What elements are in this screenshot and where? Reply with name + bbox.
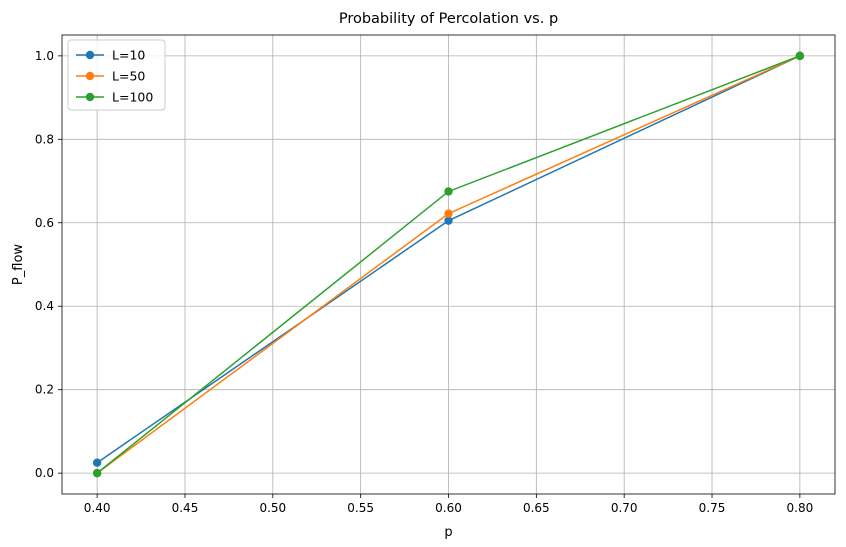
legend-marker — [85, 92, 95, 102]
chart-title: Probability of Percolation vs. p — [339, 11, 558, 27]
y-tick-label: 0.4 — [35, 299, 54, 313]
legend-label: L=10 — [112, 48, 145, 63]
x-tick-label: 0.60 — [435, 501, 462, 515]
x-tick-label: 0.65 — [523, 501, 550, 515]
y-tick-label: 0.2 — [35, 383, 54, 397]
data-point — [444, 187, 453, 196]
data-point — [444, 216, 453, 225]
x-tick-label: 0.80 — [787, 501, 814, 515]
legend-label: L=100 — [112, 90, 153, 105]
x-tick-label: 0.45 — [172, 501, 199, 515]
legend-item: L=50 — [76, 69, 145, 84]
x-axis: 0.40 0.45 0.50 0.55 0.60 0.65 0.70 0.75 0.80 — [84, 494, 813, 515]
legend-item: L=10 — [76, 48, 145, 63]
y-tick-label: 0.8 — [35, 132, 54, 146]
x-tick-label: 0.75 — [699, 501, 726, 515]
data-point — [92, 458, 102, 467]
x-axis-label: p — [444, 525, 452, 540]
data-point — [92, 468, 102, 478]
x-tick-label: 0.50 — [259, 501, 286, 515]
y-axis-label: P_flow — [11, 244, 26, 285]
legend-marker — [85, 50, 95, 60]
series-layer — [92, 51, 805, 478]
legend-label: L=50 — [112, 69, 145, 84]
x-tick-label: 0.40 — [84, 501, 111, 515]
x-tick-label: 0.55 — [347, 501, 374, 515]
legend-marker — [85, 71, 95, 81]
legend-item: L=100 — [76, 90, 153, 105]
data-point — [795, 51, 805, 61]
y-tick-label: 0.6 — [35, 216, 54, 230]
y-tick-label: 1.0 — [35, 49, 54, 63]
data-point — [444, 209, 453, 218]
series-L=100 — [92, 51, 805, 478]
x-tick-label: 0.70 — [611, 501, 638, 515]
legend: L=10 L=50 L=100 — [67, 39, 166, 111]
y-tick-label: 0.0 — [35, 466, 54, 480]
y-axis: 0.0 0.2 0.4 0.6 0.8 1.0 — [35, 49, 62, 480]
grid — [62, 35, 835, 494]
